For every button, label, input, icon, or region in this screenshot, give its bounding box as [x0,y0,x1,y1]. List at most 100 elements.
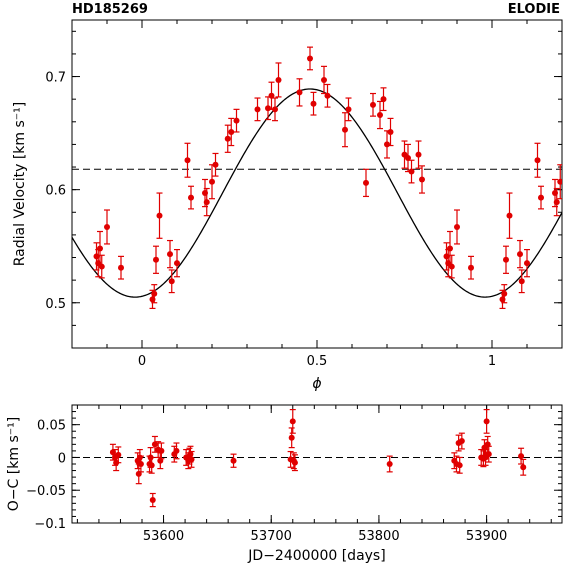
data-point [448,263,455,270]
y-tick-label: −0.1 [34,517,66,532]
data-point [268,92,275,99]
data-point [415,151,422,158]
data-point [158,447,165,454]
x-tick-label: 53700 [251,529,292,544]
x-tick-label: 53800 [358,529,399,544]
data-point [524,260,530,267]
data-point [173,447,180,454]
phased-rv-panel: 0 0.5 1 0.5 0.6 0.7 ϕ Radial Velocity [km s⁻¹] [12,19,563,392]
data-point [136,454,143,461]
x-tick-label: 0.5 [307,354,328,369]
data-point [265,105,271,112]
data-point [188,194,194,201]
data-point [296,89,303,96]
data-point [534,157,541,164]
data-point [419,176,425,183]
data-point [209,178,215,185]
data-point [275,76,282,83]
data-point [228,128,235,135]
data-point [156,212,163,219]
data-point [153,256,159,263]
data-point [553,199,560,206]
data-point [233,117,240,124]
data-point [485,451,492,458]
data-point [408,168,415,175]
x-tick-label: 53900 [466,529,507,544]
residuals-panel: 53600 53700 53800 53900 −0.1 −0.05 0 0.05 JD−240… [6,404,563,564]
y-tick-label: 0.05 [37,419,66,434]
data-point [137,461,144,467]
data-point [230,457,237,464]
data-point [518,453,525,460]
data-point [115,451,122,458]
data-point [174,260,180,267]
data-point [483,418,490,425]
data-points [109,408,527,508]
data-point [272,106,278,113]
data-point [557,178,562,185]
data-point [291,459,298,466]
data-point [149,497,156,504]
x-axis-label: ϕ [312,376,321,392]
data-point [518,278,525,285]
data-point [387,128,394,135]
data-point [167,251,173,258]
data-point [520,464,527,471]
data-point [405,154,411,161]
data-point [151,441,158,448]
data-point [384,141,390,148]
data-point [203,199,210,206]
data-point [104,223,110,230]
data-point [109,449,116,456]
y-tick-label: 0.7 [45,71,66,86]
data-point [377,112,383,119]
y-tick-label: 0.6 [45,184,66,199]
data-point [151,290,158,297]
data-point [118,264,124,271]
data-point [184,157,191,164]
data-point [458,438,465,445]
data-point [97,245,103,252]
data-point [503,256,509,263]
data-point [538,194,544,201]
header-instrument: ELODIE [508,2,560,17]
data-point [454,223,460,230]
data-point [224,135,231,142]
data-point [168,278,175,285]
header-star-name: HD185269 [72,2,148,17]
data-point [188,456,195,463]
data-point [324,92,331,99]
data-point [345,106,352,113]
data-point [98,263,105,270]
model-curve [71,88,563,298]
plot-frame [71,19,563,349]
data-point [517,251,523,258]
data-point [363,179,369,186]
x-tick-label: 0 [138,354,146,369]
data-point [456,462,463,469]
data-point [289,418,296,425]
data-point [386,461,393,467]
data-point [310,100,317,107]
y-axis-label: O−C [km s⁻¹] [6,417,22,511]
data-points [93,46,562,310]
x-axis-label: JD−2400000 [days] [247,548,385,564]
data-point [380,96,387,103]
data-point [212,161,219,168]
data-point [307,55,313,62]
data-point [342,126,348,133]
data-point [501,290,508,297]
y-axis-label: Radial Velocity [km s⁻¹] [12,102,28,266]
data-point [468,264,474,271]
x-tick-label: 1 [488,354,496,369]
data-point [254,106,261,113]
data-point [321,76,327,83]
data-point [506,212,513,219]
data-point [447,245,453,252]
data-point [370,101,376,108]
x-tick-label: 53600 [143,529,184,544]
y-tick-label: 0 [58,451,66,466]
data-point [288,434,295,441]
y-tick-label: 0.5 [45,297,66,312]
